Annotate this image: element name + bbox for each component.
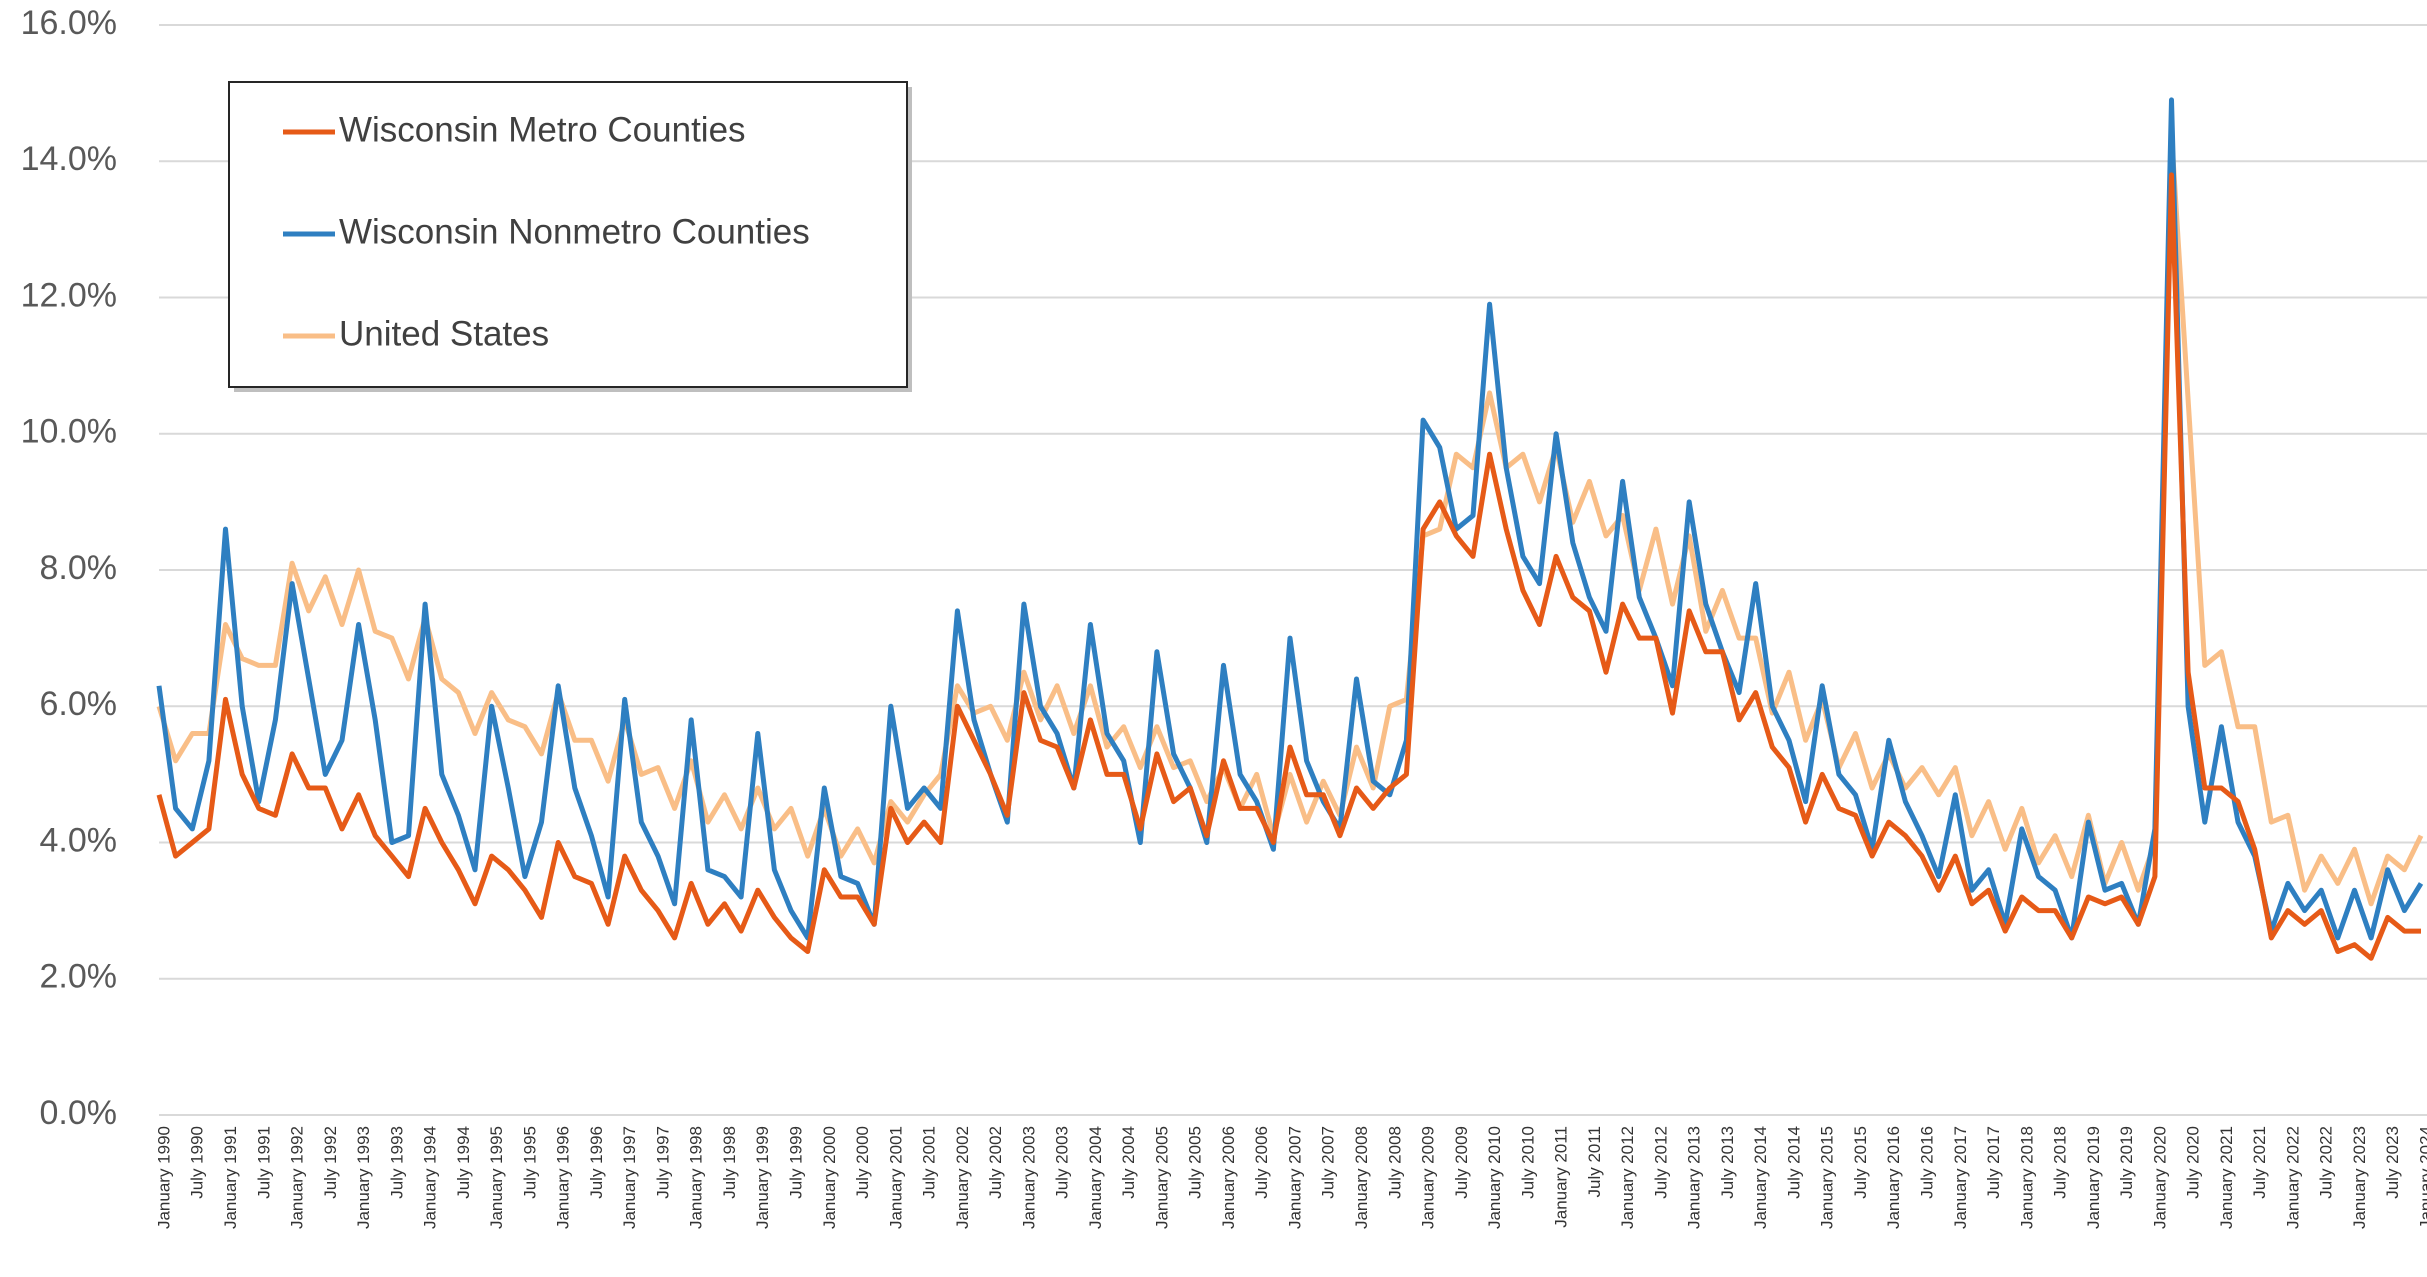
x-tick-label: July 1994 xyxy=(454,1126,473,1199)
x-tick-label: July 2014 xyxy=(1784,1126,1803,1199)
x-tick-label: January 2012 xyxy=(1618,1126,1637,1229)
x-tick-label: July 1993 xyxy=(387,1126,406,1199)
x-tick-label: July 2013 xyxy=(1718,1126,1737,1199)
x-tick-label: July 1998 xyxy=(720,1126,739,1199)
x-tick-label: January 2023 xyxy=(2350,1126,2369,1229)
y-tick-label: 10.0% xyxy=(21,413,117,451)
x-tick-label: July 2019 xyxy=(2117,1126,2136,1199)
x-tick-label: July 1995 xyxy=(520,1126,539,1199)
x-tick-label: January 2000 xyxy=(820,1126,839,1229)
x-tick-label: July 2015 xyxy=(1851,1126,1870,1199)
x-tick-label: January 2013 xyxy=(1685,1126,1704,1229)
x-tick-label: January 2015 xyxy=(1818,1126,1837,1229)
x-tick-label: January 2024 xyxy=(2416,1126,2427,1229)
x-tick-label: January 2016 xyxy=(1884,1126,1903,1229)
x-tick-label: July 2012 xyxy=(1651,1126,1670,1199)
x-tick-label: January 1998 xyxy=(687,1126,706,1229)
legend-label: United States xyxy=(339,314,549,353)
x-tick-label: July 1992 xyxy=(321,1126,340,1199)
x-tick-label: January 2022 xyxy=(2283,1126,2302,1229)
legend xyxy=(228,81,908,388)
x-tick-label: July 2010 xyxy=(1518,1126,1537,1199)
x-tick-label: July 1990 xyxy=(188,1126,207,1199)
y-tick-label: 16.0% xyxy=(21,4,117,42)
x-tick-label: January 2020 xyxy=(2150,1126,2169,1229)
x-tick-label: January 2004 xyxy=(1086,1126,1105,1229)
x-tick-label: January 2017 xyxy=(1951,1126,1970,1229)
legend-label: Wisconsin Metro Counties xyxy=(339,110,746,149)
x-tick-label: January 2001 xyxy=(886,1126,905,1229)
x-tick-label: July 2022 xyxy=(2317,1126,2336,1199)
x-tick-label: July 2007 xyxy=(1319,1126,1338,1199)
x-tick-label: January 1992 xyxy=(288,1126,307,1229)
x-tick-label: January 2014 xyxy=(1751,1126,1770,1229)
y-tick-label: 8.0% xyxy=(40,549,118,587)
x-tick-label: July 2016 xyxy=(1918,1126,1937,1199)
x-tick-label: July 2005 xyxy=(1186,1126,1205,1199)
x-tick-label: January 2005 xyxy=(1152,1126,1171,1229)
series-line xyxy=(156,97,2424,941)
x-tick-label: January 2011 xyxy=(1552,1126,1571,1228)
x-tick-label: July 2006 xyxy=(1252,1126,1271,1199)
x-tick-label: January 2002 xyxy=(953,1126,972,1229)
series-line xyxy=(156,131,2424,907)
x-tick-label: January 1996 xyxy=(554,1126,573,1229)
x-tick-label: July 2017 xyxy=(1984,1126,2003,1199)
x-tick-label: July 2001 xyxy=(920,1126,939,1199)
y-tick-label: 2.0% xyxy=(40,958,118,996)
x-tick-label: July 2011 xyxy=(1585,1126,1604,1198)
x-tick-label: July 2002 xyxy=(986,1126,1005,1199)
y-tick-label: 14.0% xyxy=(21,140,117,178)
x-tick-label: July 2008 xyxy=(1385,1126,1404,1199)
x-tick-label: July 2020 xyxy=(2184,1126,2203,1199)
x-tick-label: January 1999 xyxy=(753,1126,772,1229)
x-tick-label: July 1991 xyxy=(254,1126,273,1199)
y-tick-label: 6.0% xyxy=(40,685,118,723)
x-tick-label: July 2004 xyxy=(1119,1126,1138,1199)
x-tick-label: January 2021 xyxy=(2217,1126,2236,1229)
y-tick-label: 0.0% xyxy=(40,1094,118,1132)
x-tick-label: July 2003 xyxy=(1053,1126,1072,1199)
x-tick-label: July 1999 xyxy=(787,1126,806,1199)
x-tick-label: July 2023 xyxy=(2383,1126,2402,1199)
x-tick-label: January 2019 xyxy=(2084,1126,2103,1229)
x-tick-label: January 2018 xyxy=(2017,1126,2036,1229)
x-tick-label: July 2018 xyxy=(2051,1126,2070,1199)
y-tick-label: 12.0% xyxy=(21,276,117,314)
x-tick-label: July 1997 xyxy=(653,1126,672,1199)
x-tick-label: January 1995 xyxy=(487,1126,506,1229)
x-tick-label: January 1991 xyxy=(221,1126,240,1229)
x-tick-label: January 2007 xyxy=(1285,1126,1304,1229)
x-tick-label: January 1994 xyxy=(421,1126,440,1229)
series-line xyxy=(156,172,2421,961)
x-tick-label: July 2000 xyxy=(853,1126,872,1199)
x-tick-label: January 1993 xyxy=(354,1126,373,1229)
x-tick-label: July 1996 xyxy=(587,1126,606,1199)
x-tick-label: January 2010 xyxy=(1485,1126,1504,1229)
x-tick-label: July 2009 xyxy=(1452,1126,1471,1199)
x-tick-label: January 2008 xyxy=(1352,1126,1371,1229)
x-tick-label: January 1997 xyxy=(620,1126,639,1229)
x-tick-label: January 2009 xyxy=(1419,1126,1438,1229)
x-tick-label: January 2003 xyxy=(1019,1126,1038,1229)
y-tick-label: 4.0% xyxy=(40,821,118,859)
x-tick-label: January 1990 xyxy=(154,1126,173,1229)
legend-label: Wisconsin Nonmetro Counties xyxy=(339,212,810,251)
x-tick-label: July 2021 xyxy=(2250,1126,2269,1199)
x-tick-label: January 2006 xyxy=(1219,1126,1238,1229)
